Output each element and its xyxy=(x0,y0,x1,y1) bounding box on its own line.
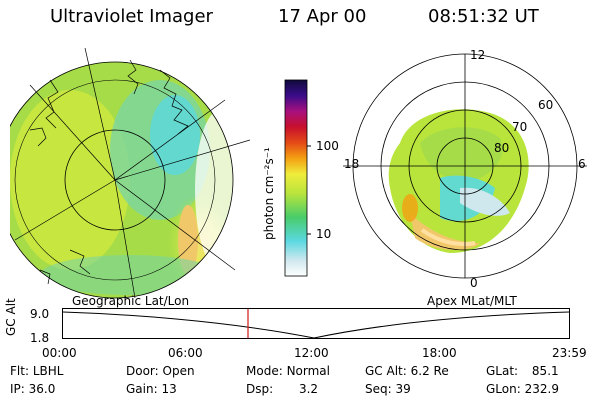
date-label: 17 Apr 00 xyxy=(278,6,367,27)
intensity-colorbar xyxy=(284,79,311,277)
mlt-label-6: 6 xyxy=(578,157,586,171)
altitude-plot xyxy=(62,308,570,339)
mlat-label-70: 70 xyxy=(512,120,528,134)
info-gc-alt: GC Alt: 6.2 Re xyxy=(365,364,449,378)
colorbar-tick-10: 10 xyxy=(316,227,332,241)
info-glat: GLat: 85.1 xyxy=(486,364,559,378)
info-gain-label: Gain: xyxy=(126,382,158,396)
geographic-aurora-image xyxy=(10,47,251,299)
apex-polar-plot xyxy=(343,53,587,279)
info-mode: Mode: Normal xyxy=(246,364,330,378)
mlt-label-12: 12 xyxy=(470,48,486,62)
info-door-value: Open xyxy=(162,364,195,378)
info-seq-value: 39 xyxy=(395,382,411,396)
mlt-label-0: 0 xyxy=(470,276,478,290)
info-dsp: Dsp: 3.2 xyxy=(246,382,318,396)
time-tick-1800: 18:00 xyxy=(422,346,457,360)
info-seq: Seq: 39 xyxy=(365,382,411,396)
time-label: 08:51:32 UT xyxy=(428,6,539,27)
time-tick-1200: 12:00 xyxy=(294,346,329,360)
info-gain: Gain: 13 xyxy=(126,382,177,396)
mlat-label-80: 80 xyxy=(494,141,510,155)
colorbar-unit-label: photon cm⁻²s⁻¹ xyxy=(262,147,276,240)
info-mode-value: Normal xyxy=(286,364,330,378)
info-flt-value: LBHL xyxy=(32,364,64,378)
info-gc-alt-value: 6.2 Re xyxy=(410,364,449,378)
mlt-label-18: 18 xyxy=(344,157,360,171)
time-tick-0600: 06:00 xyxy=(168,346,203,360)
mlat-label-60: 60 xyxy=(538,98,554,112)
info-flt-label: Flt: xyxy=(10,364,29,378)
info-flt: Flt: LBHL xyxy=(10,364,63,378)
info-dsp-label: Dsp: xyxy=(246,382,274,396)
info-glon-label: GLon: xyxy=(486,382,521,396)
altitude-tick-max: 9.0 xyxy=(30,307,50,321)
info-glon: GLon: 232.9 xyxy=(486,382,559,396)
altitude-axis-label: GC Alt xyxy=(4,298,18,336)
info-glat-value: 85.1 xyxy=(531,364,559,378)
info-ip-label: IP: xyxy=(10,382,25,396)
apex-caption: Apex MLat/MLT xyxy=(427,294,517,308)
info-gain-value: 13 xyxy=(161,382,177,396)
info-door-label: Door: xyxy=(126,364,159,378)
altitude-tick-min: 1.8 xyxy=(30,331,50,345)
info-gc-alt-label: GC Alt: xyxy=(365,364,407,378)
info-glon-value: 232.9 xyxy=(524,382,559,396)
info-glat-label: GLat: xyxy=(486,364,519,378)
app-title: Ultraviolet Imager xyxy=(50,6,213,27)
time-tick-2359: 23:59 xyxy=(552,346,587,360)
info-seq-label: Seq: xyxy=(365,382,392,396)
colorbar-tick-100: 100 xyxy=(316,139,339,153)
info-ip-value: 36.0 xyxy=(28,382,56,396)
info-door: Door: Open xyxy=(126,364,195,378)
geographic-caption: Geographic Lat/Lon xyxy=(72,294,190,308)
info-ip: IP: 36.0 xyxy=(10,382,55,396)
info-mode-label: Mode: xyxy=(246,364,283,378)
time-tick-0000: 00:00 xyxy=(42,346,77,360)
info-dsp-value: 3.2 xyxy=(298,382,319,396)
